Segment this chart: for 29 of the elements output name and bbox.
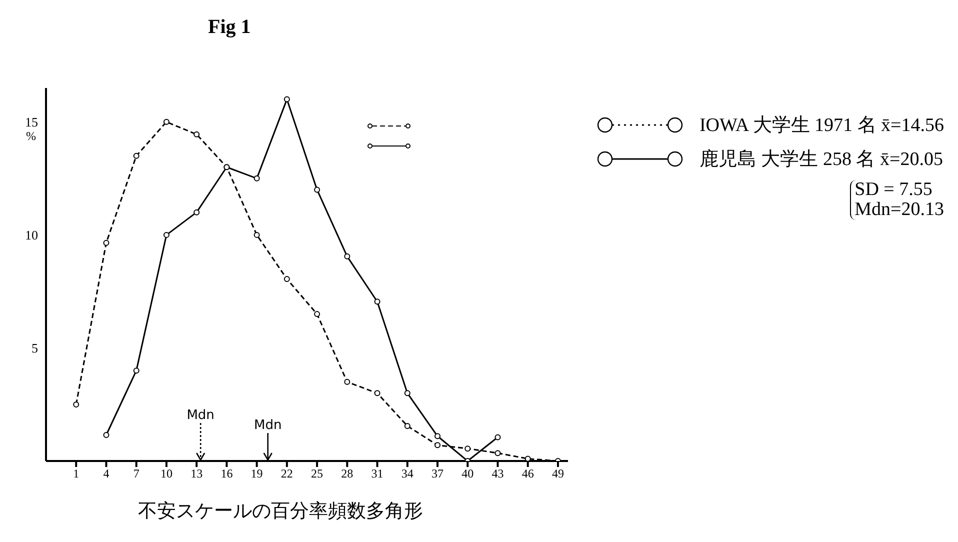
x-tick-label: 25 [311, 466, 324, 481]
y-tick-label: 15 [25, 114, 38, 130]
x-tick-label: 46 [522, 466, 534, 481]
x-tick-label: 22 [280, 466, 293, 481]
x-tick-label: 16 [220, 466, 233, 481]
text: SD = 7.55 [854, 179, 934, 200]
x-tick-label: 43 [492, 466, 504, 481]
legend-label: 鹿児島 大学生 258 名 x̄=20.05 [699, 148, 943, 172]
x-tick-label: 19 [250, 466, 263, 481]
x-tick-label: 13 [190, 466, 203, 481]
x-tick-label: 28 [341, 466, 354, 481]
chart-title: Fig 1 [208, 16, 251, 39]
y-tick-label: 5 [32, 340, 38, 356]
x-tick-label: 31 [371, 466, 384, 481]
x-tick-label: 10 [160, 466, 172, 481]
y-axis-title: % [26, 128, 36, 143]
x-tick-label: 40 [462, 466, 474, 481]
x-tick-label: 34 [401, 466, 414, 481]
x-axis-title: 不安スケールの百分率頻数多角形 [138, 500, 423, 524]
x-tick-label: 7 [133, 466, 140, 481]
ref-line-label: Mdn [186, 408, 214, 423]
x-tick-label: 37 [432, 466, 444, 481]
y-tick-label: 10 [25, 228, 38, 243]
ref-line-label: Mdn [254, 418, 282, 433]
legend-label: IOWA 大学生 1971 名 x̄=14.56 [699, 114, 944, 138]
x-tick-label: 4 [103, 466, 110, 481]
text: Mdn=20.13 [854, 199, 944, 220]
x-tick-label: 49 [552, 466, 564, 481]
x-tick-label: 1 [73, 466, 80, 481]
